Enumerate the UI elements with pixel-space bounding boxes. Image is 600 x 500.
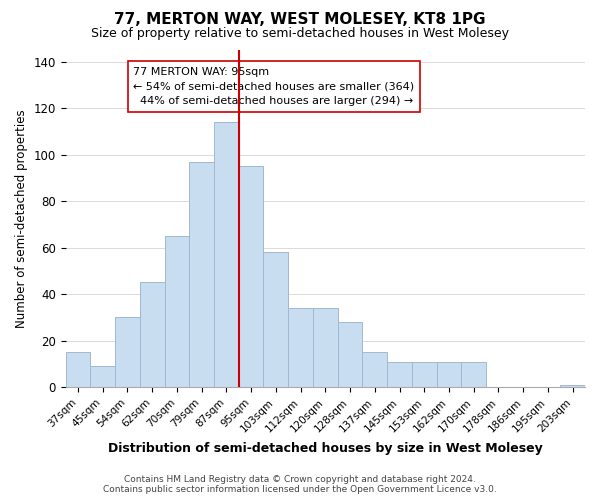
Bar [91,366,115,387]
Bar [263,252,288,387]
Bar [560,385,585,387]
Bar [461,362,486,387]
Bar [288,308,313,387]
Text: 77 MERTON WAY: 95sqm
← 54% of semi-detached houses are smaller (364)
  44% of se: 77 MERTON WAY: 95sqm ← 54% of semi-detac… [133,67,414,106]
Bar [387,362,412,387]
Bar [239,166,263,387]
Bar [412,362,437,387]
Bar [214,122,239,387]
Text: 77, MERTON WAY, WEST MOLESEY, KT8 1PG: 77, MERTON WAY, WEST MOLESEY, KT8 1PG [114,12,486,28]
Text: Size of property relative to semi-detached houses in West Molesey: Size of property relative to semi-detach… [91,28,509,40]
Bar [164,236,190,387]
X-axis label: Distribution of semi-detached houses by size in West Molesey: Distribution of semi-detached houses by … [108,442,543,455]
Bar [313,308,338,387]
Bar [190,162,214,387]
Bar [65,352,91,387]
Bar [437,362,461,387]
Bar [140,282,164,387]
Text: Contains HM Land Registry data © Crown copyright and database right 2024.
Contai: Contains HM Land Registry data © Crown c… [103,474,497,494]
Bar [115,318,140,387]
Bar [338,322,362,387]
Y-axis label: Number of semi-detached properties: Number of semi-detached properties [15,109,28,328]
Bar [362,352,387,387]
